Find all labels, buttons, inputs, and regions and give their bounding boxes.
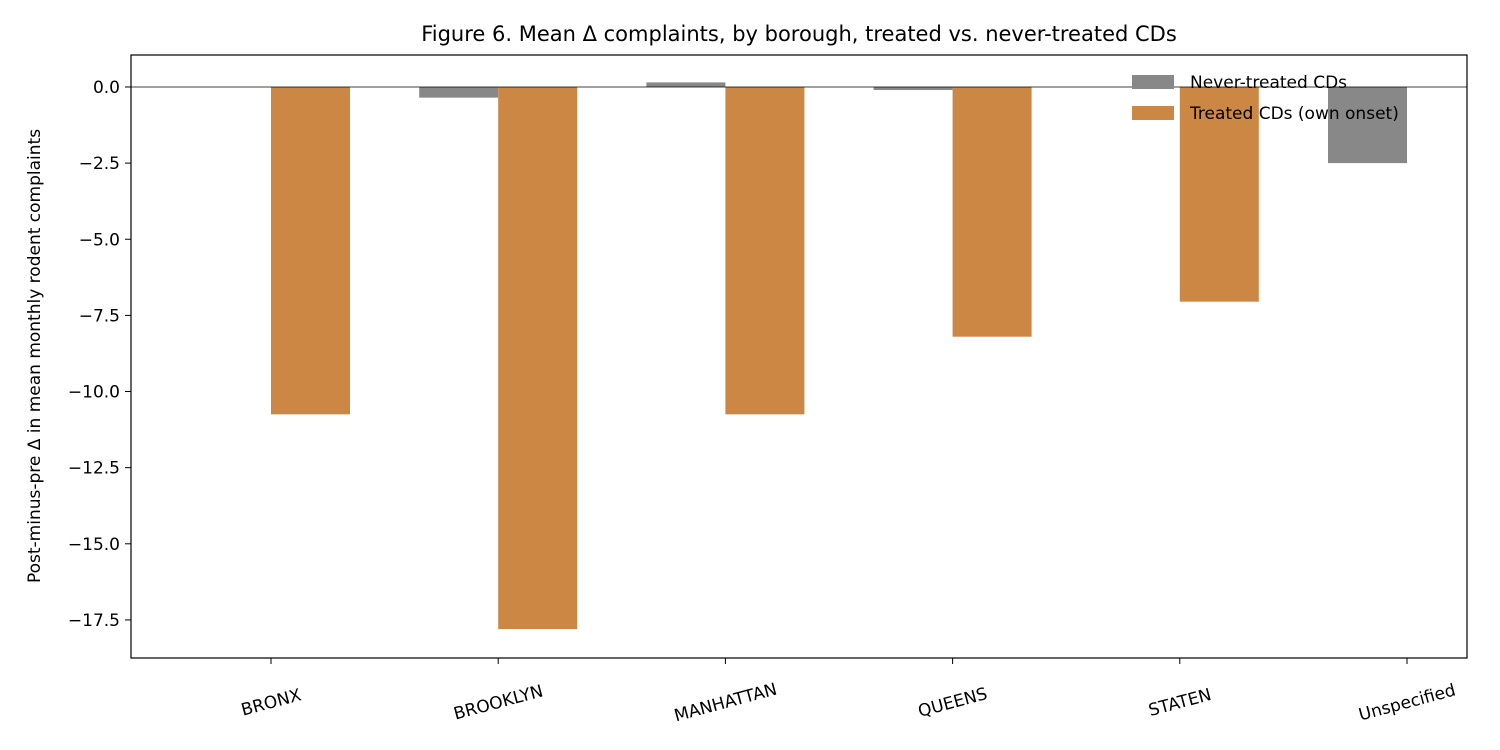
legend-label-1: Never-treated CDs xyxy=(1190,73,1347,93)
y-tick-label: −12.5 xyxy=(68,459,120,479)
y-tick-label: −10.0 xyxy=(68,383,120,403)
bar-unspecified-series-1 xyxy=(1328,86,1407,164)
bar-staten-series-2 xyxy=(1179,86,1259,302)
y-tick-label: −15.0 xyxy=(68,535,120,555)
bar-manhattan-series-1 xyxy=(646,82,726,87)
y-tick-label: −7.5 xyxy=(79,306,120,326)
bar-brooklyn-series-1 xyxy=(419,86,499,98)
bars xyxy=(271,82,1407,630)
y-tick-label: −2.5 xyxy=(79,154,120,174)
x-tick-label-brooklyn: BROOKLYN xyxy=(452,681,546,724)
bar-manhattan-series-2 xyxy=(725,86,805,415)
y-axis: 0.0 −2.5 −5.0 −7.5 −10.0 −12.5 −15.0 −17.5 xyxy=(68,78,131,631)
plot-frame xyxy=(130,54,1468,659)
y-tick-label: −5.0 xyxy=(79,230,120,250)
y-tick-label: −17.5 xyxy=(68,611,120,631)
legend-swatch-1 xyxy=(1132,75,1174,89)
x-tick-label-staten: STATEN xyxy=(1147,685,1214,721)
y-axis-label: Post-minus-pre Δ in mean monthly rodent … xyxy=(25,129,45,583)
x-tick-label-manhattan: MANHATTAN xyxy=(672,680,779,727)
x-tick-label-bronx: BRONX xyxy=(239,685,304,720)
bar-queens-series-2 xyxy=(952,86,1032,337)
x-tick-label-queens: QUEENS xyxy=(916,684,990,722)
legend-label-2: Treated CDs (own onset) xyxy=(1189,104,1399,124)
bar-brooklyn-series-2 xyxy=(498,86,578,630)
y-tick-label: 0.0 xyxy=(93,78,120,98)
chart-title: Figure 6. Mean Δ complaints, by borough,… xyxy=(421,22,1177,46)
x-tick-label-unspecified: Unspecified xyxy=(1357,680,1458,725)
legend-swatch-2 xyxy=(1132,106,1174,120)
bar-queens-series-1 xyxy=(873,86,953,91)
legend: Never-treated CDs Treated CDs (own onset) xyxy=(1132,73,1399,124)
bar-bronx-series-2 xyxy=(271,86,350,415)
x-axis: BRONX BROOKLYN MANHATTAN QUEENS STATEN Unspec… xyxy=(239,658,1458,726)
